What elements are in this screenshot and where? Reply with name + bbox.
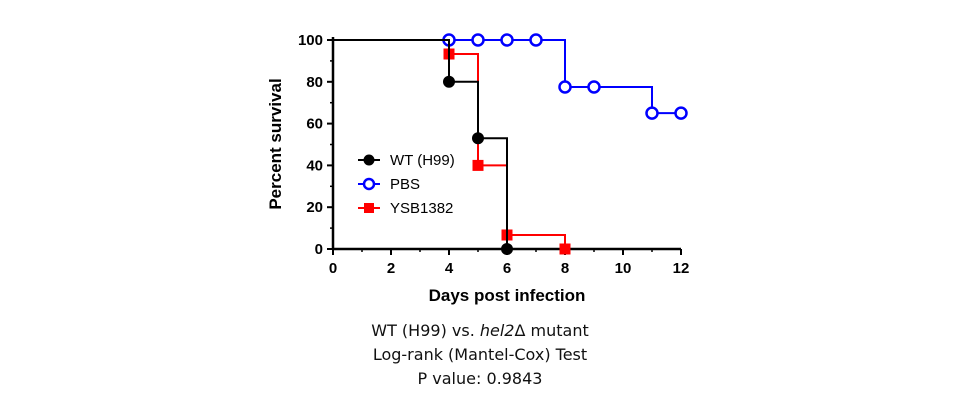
y-axis-label: Percent survival	[266, 78, 285, 209]
y-tick-label: 0	[315, 241, 323, 258]
series-wt-h99	[333, 39, 513, 255]
data-point-wt-h99	[472, 132, 484, 145]
legend-label-pbs: PBS	[390, 176, 420, 193]
y-tick-label: 80	[306, 74, 323, 91]
x-axis-label: Days post infection	[429, 286, 586, 305]
data-point-pbs	[529, 33, 543, 47]
axes: 0 2 4 6 8 10 12 0 20 40 60 80 100	[298, 32, 689, 277]
legend-item-wt-h99: WT (H99)	[358, 152, 455, 169]
caption-gene: hel2	[479, 321, 515, 340]
data-point-ysb1382	[559, 243, 571, 255]
x-tick-label: 2	[387, 260, 395, 277]
series-ysb1382	[333, 39, 571, 255]
legend: WT (H99) PBS YSB1382	[358, 152, 455, 217]
data-point-pbs	[674, 106, 688, 120]
x-tick-label: 8	[561, 260, 569, 277]
data-point-pbs	[500, 33, 514, 47]
legend-label-wt-h99: WT (H99)	[390, 152, 455, 169]
x-tick-label: 4	[445, 260, 454, 277]
legend-item-ysb1382: YSB1382	[358, 200, 453, 217]
data-point-wt-h99	[443, 75, 455, 88]
x-tick-label: 0	[329, 260, 337, 277]
y-tick-label: 100	[298, 32, 323, 49]
data-point-pbs	[471, 33, 485, 47]
series-line-wt-h99	[333, 39, 508, 249]
x-tick-label: 6	[503, 260, 511, 277]
series-layer	[333, 33, 688, 255]
data-point-pbs	[558, 80, 572, 94]
x-tick-label: 12	[673, 260, 690, 277]
x-tick-label: 10	[615, 260, 632, 277]
legend-marker-pbs	[362, 177, 376, 191]
data-point-pbs	[587, 80, 601, 94]
caption-comparison: WT (H99) vs.	[371, 321, 480, 340]
caption-line-1: WT (H99) vs. hel2Δ mutant	[0, 321, 960, 340]
legend-marker-wt-h99	[363, 154, 375, 166]
series-line-pbs	[333, 39, 681, 115]
y-tick-label: 40	[306, 157, 323, 174]
data-point-pbs	[645, 106, 659, 120]
caption-line-2: Log-rank (Mantel-Cox) Test	[372, 345, 588, 364]
legend-item-pbs: PBS	[358, 176, 420, 193]
caption-mutant: Δ mutant	[514, 321, 589, 340]
caption-line-3: P value: 0.9843	[417, 369, 543, 388]
data-point-wt-h99	[501, 243, 513, 255]
y-tick-label: 20	[306, 199, 323, 216]
legend-marker-ysb1382	[364, 203, 374, 213]
data-point-ysb1382	[472, 159, 484, 171]
series-pbs	[333, 33, 688, 120]
legend-label-ysb1382: YSB1382	[390, 200, 453, 217]
y-tick-label: 60	[306, 116, 323, 133]
